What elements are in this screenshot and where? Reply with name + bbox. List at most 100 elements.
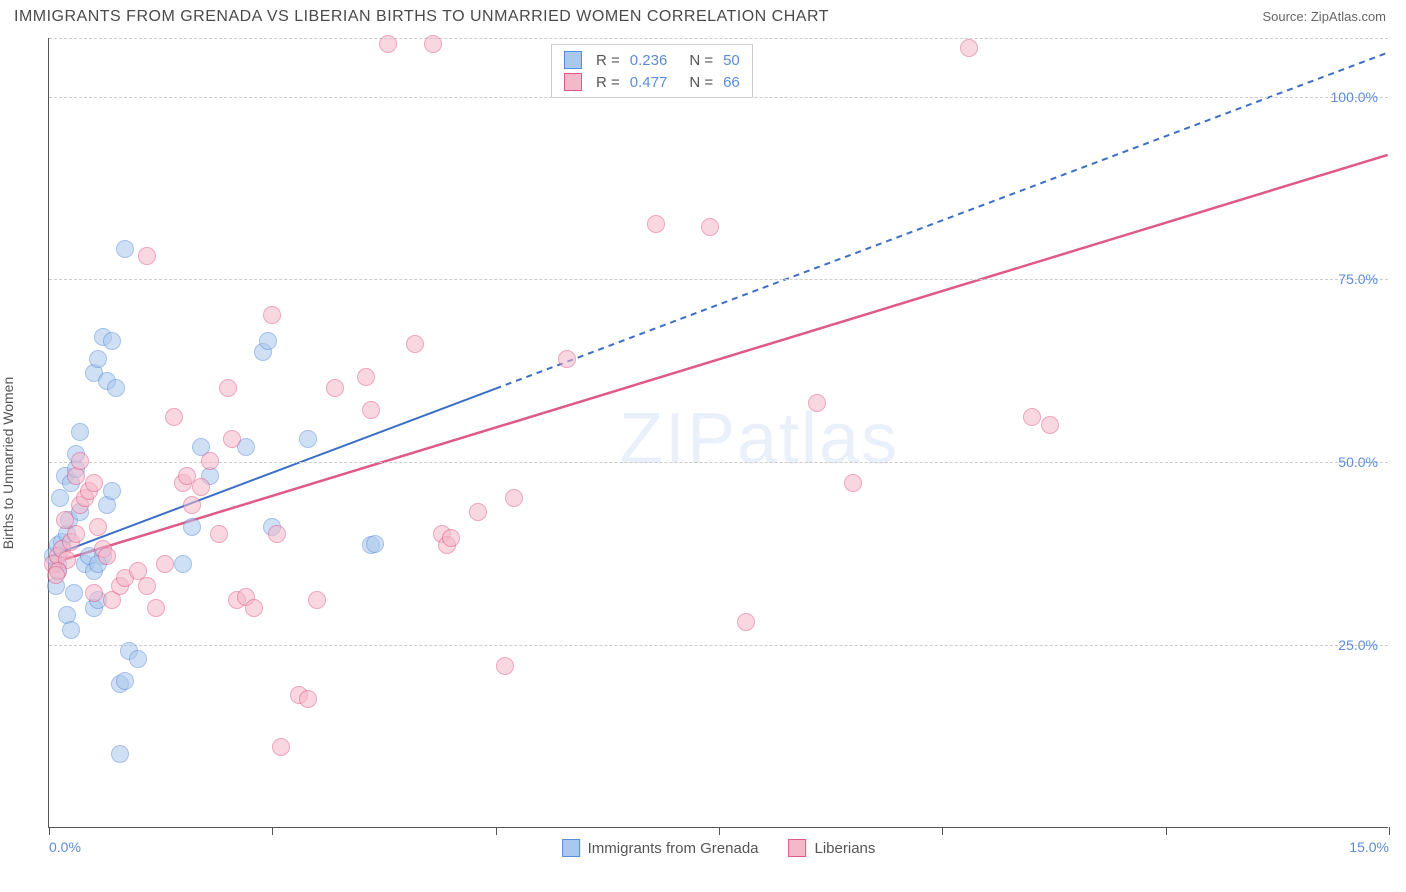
scatter-point: [1023, 408, 1041, 426]
scatter-point: [647, 215, 665, 233]
scatter-point: [71, 452, 89, 470]
stats-row: R = 0.236 N = 50: [564, 49, 740, 71]
n-label: N =: [689, 74, 713, 91]
scatter-point: [219, 379, 237, 397]
scatter-point: [165, 408, 183, 426]
scatter-point: [201, 452, 219, 470]
scatter-point: [138, 247, 156, 265]
y-axis-label: Births to Unmarried Women: [0, 377, 16, 549]
scatter-point: [268, 525, 286, 543]
x-tick: [496, 827, 497, 835]
x-tick: [272, 827, 273, 835]
chart-header: IMMIGRANTS FROM GRENADA VS LIBERIAN BIRT…: [0, 0, 1406, 30]
scatter-point: [362, 401, 380, 419]
x-tick: [1166, 827, 1167, 835]
gridline: [49, 645, 1388, 646]
scatter-point: [62, 621, 80, 639]
r-value: 0.236: [630, 52, 668, 69]
scatter-point: [442, 529, 460, 547]
scatter-point: [192, 478, 210, 496]
scatter-point: [424, 35, 442, 53]
scatter-point: [223, 430, 241, 448]
gridline: [49, 97, 1388, 98]
scatter-point: [406, 335, 424, 353]
scatter-point: [263, 306, 281, 324]
n-label: N =: [689, 52, 713, 69]
legend-swatch: [562, 839, 580, 857]
scatter-point: [138, 577, 156, 595]
scatter-point: [129, 650, 147, 668]
gridline: [49, 462, 1388, 463]
gridline: [49, 279, 1388, 280]
scatter-point: [299, 430, 317, 448]
r-label: R =: [596, 74, 620, 91]
scatter-point: [183, 518, 201, 536]
scatter-point: [51, 489, 69, 507]
y-tick-label: 75.0%: [1338, 271, 1378, 287]
scatter-point: [116, 240, 134, 258]
n-value: 66: [723, 74, 740, 91]
scatter-point: [960, 39, 978, 57]
legend-item: Liberians: [789, 839, 876, 857]
scatter-point: [71, 423, 89, 441]
gridline: [49, 38, 1388, 39]
scatter-point: [701, 218, 719, 236]
chart-title: IMMIGRANTS FROM GRENADA VS LIBERIAN BIRT…: [14, 8, 829, 26]
scatter-point: [379, 35, 397, 53]
scatter-point: [67, 525, 85, 543]
y-tick-label: 100.0%: [1331, 89, 1378, 105]
plot-area: ZIPatlas R = 0.236 N = 50 R = 0.477 N = …: [48, 38, 1388, 828]
scatter-point: [469, 503, 487, 521]
x-tick: [49, 827, 50, 835]
scatter-point: [85, 474, 103, 492]
legend-swatch: [564, 73, 582, 91]
scatter-point: [259, 332, 277, 350]
scatter-point: [210, 525, 228, 543]
legend-label: Liberians: [815, 840, 876, 857]
scatter-point: [844, 474, 862, 492]
scatter-point: [156, 555, 174, 573]
scatter-point: [98, 547, 116, 565]
scatter-point: [1041, 416, 1059, 434]
scatter-point: [737, 613, 755, 631]
n-value: 50: [723, 52, 740, 69]
scatter-point: [308, 591, 326, 609]
scatter-point: [47, 566, 65, 584]
scatter-point: [183, 496, 201, 514]
scatter-point: [326, 379, 344, 397]
regression-lines: [49, 38, 1388, 827]
legend-swatch: [564, 51, 582, 69]
scatter-point: [111, 745, 129, 763]
scatter-point: [89, 350, 107, 368]
r-value: 0.477: [630, 74, 668, 91]
scatter-point: [116, 672, 134, 690]
scatter-point: [103, 482, 121, 500]
scatter-point: [558, 350, 576, 368]
scatter-point: [89, 518, 107, 536]
scatter-point: [65, 584, 83, 602]
bottom-legend: Immigrants from Grenada Liberians: [562, 839, 876, 857]
stats-row: R = 0.477 N = 66: [564, 71, 740, 93]
x-tick: [1389, 827, 1390, 835]
scatter-point: [147, 599, 165, 617]
scatter-point: [85, 584, 103, 602]
scatter-point: [808, 394, 826, 412]
scatter-point: [107, 379, 125, 397]
x-tick: [719, 827, 720, 835]
scatter-point: [299, 690, 317, 708]
legend-item: Immigrants from Grenada: [562, 839, 759, 857]
chart-source: Source: ZipAtlas.com: [1262, 9, 1386, 24]
scatter-point: [245, 599, 263, 617]
watermark: ZIPatlas: [619, 398, 899, 480]
scatter-point: [174, 555, 192, 573]
y-tick-label: 25.0%: [1338, 637, 1378, 653]
legend-swatch: [789, 839, 807, 857]
scatter-point: [56, 511, 74, 529]
scatter-point: [357, 368, 375, 386]
chart-container: Births to Unmarried Women ZIPatlas R = 0…: [0, 30, 1406, 880]
scatter-point: [505, 489, 523, 507]
scatter-point: [496, 657, 514, 675]
scatter-point: [103, 332, 121, 350]
r-label: R =: [596, 52, 620, 69]
y-tick-label: 50.0%: [1338, 454, 1378, 470]
